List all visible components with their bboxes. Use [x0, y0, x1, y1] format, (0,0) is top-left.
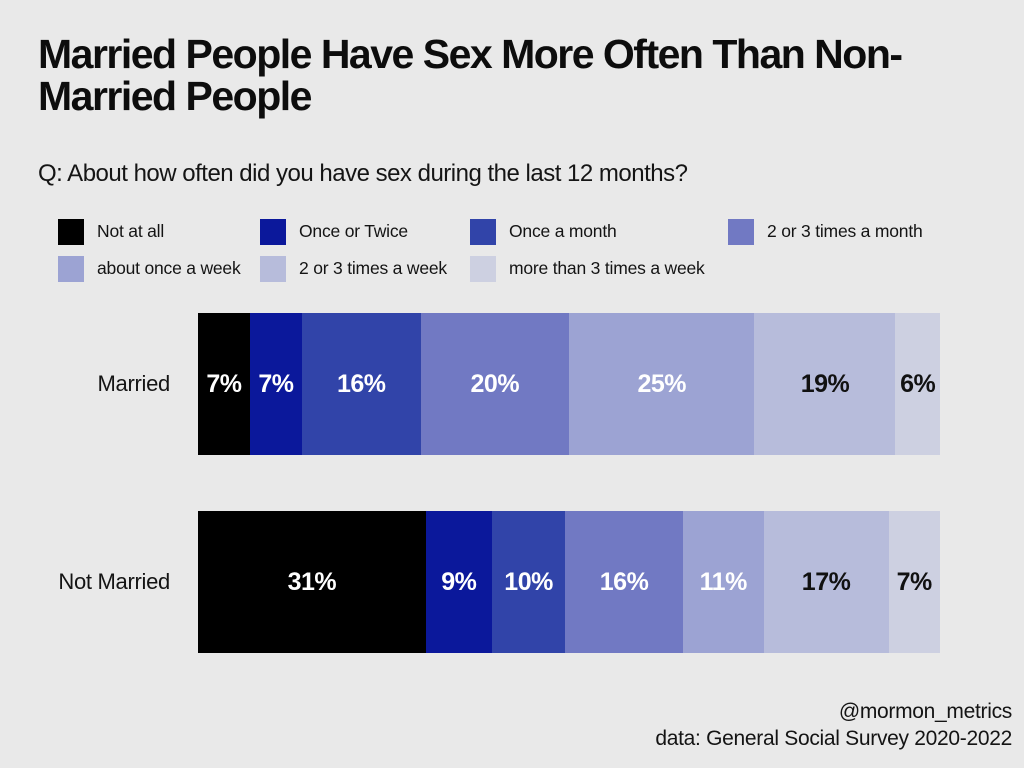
- bar-value-label: 6%: [900, 369, 936, 398]
- bar-value-label: 17%: [801, 567, 851, 596]
- legend-swatch-icon: [470, 255, 496, 282]
- data-source: data: General Social Survey 2020-2022: [655, 727, 1012, 751]
- legend-label: 2 or 3 times a week: [299, 258, 447, 278]
- bar-value-label: 31%: [287, 567, 337, 596]
- bar-track: 7% 7% 16% 20% 25% 19% 6%: [198, 313, 940, 455]
- bar-track: 31% 9% 10% 16% 11% 17% 7%: [198, 511, 940, 653]
- legend-item: Not at all: [58, 218, 260, 245]
- legend-swatch-icon: [260, 255, 286, 282]
- bar-value-label: 19%: [800, 369, 850, 398]
- legend-label: Not at all: [97, 221, 165, 241]
- bar-value-label: 9%: [441, 567, 477, 596]
- bar-segment: 7%: [249, 313, 302, 455]
- bar-value-label: 10%: [504, 567, 553, 596]
- chart-legend: Not at all Once or Twice Once a month 2 or …: [58, 213, 988, 287]
- bar-segment: 9%: [425, 511, 492, 653]
- legend-item: 2 or 3 times a week: [260, 255, 470, 282]
- chart-subtitle: Q: About how often did you have sex duri…: [38, 160, 688, 187]
- bar-segment: 16%: [565, 511, 683, 653]
- category-label: Married: [97, 371, 171, 396]
- bar-segment: 10%: [491, 511, 566, 653]
- bar-value-label: 20%: [470, 369, 520, 398]
- legend-item: more than 3 times a week: [470, 255, 728, 282]
- bar-value-label: 16%: [336, 369, 386, 398]
- bar-segment: 7%: [888, 511, 940, 653]
- legend-swatch-icon: [470, 218, 496, 245]
- legend-swatch-icon: [260, 218, 286, 245]
- bar-value-label: 7%: [258, 369, 294, 398]
- bar-segment: 16%: [301, 313, 421, 455]
- legend-swatch-icon: [58, 255, 84, 282]
- bar-row: Not Married 31% 9% 10% 16% 11% 17% 7%: [0, 511, 1024, 653]
- chart-title: Married People Have Sex More Often Than …: [38, 31, 903, 119]
- bar-value-label: 7%: [206, 369, 242, 398]
- legend-item: Once or Twice: [260, 218, 470, 245]
- bar-row: Married 7% 7% 16% 20% 25% 19% 6%: [0, 313, 1024, 455]
- author-handle: @mormon_metrics: [838, 700, 1012, 723]
- legend-label: about once a week: [97, 258, 241, 278]
- bar-segment: 31%: [198, 511, 426, 653]
- legend-swatch-icon: [58, 218, 84, 245]
- bar-segment: 6%: [895, 313, 940, 455]
- bar-segment: 19%: [754, 313, 896, 455]
- legend-label: Once or Twice: [299, 221, 408, 241]
- bar-segment: 17%: [763, 511, 889, 653]
- bar-segment: 7%: [198, 313, 250, 455]
- legend-label: 2 or 3 times a month: [767, 221, 923, 241]
- bar-value-label: 25%: [637, 369, 686, 398]
- legend-label: Once a month: [509, 221, 617, 241]
- legend-swatch-icon: [728, 218, 754, 245]
- bar-value-label: 7%: [896, 567, 933, 596]
- bar-value-label: 16%: [599, 567, 649, 596]
- category-label: Not Married: [58, 569, 170, 594]
- bar-segment: 11%: [682, 511, 764, 653]
- legend-item: about once a week: [58, 255, 260, 282]
- bar-segment: 20%: [420, 313, 569, 455]
- bar-value-label: 11%: [699, 567, 748, 596]
- legend-item: 2 or 3 times a month: [728, 218, 988, 245]
- bar-segment: 25%: [568, 313, 755, 455]
- legend-label: more than 3 times a week: [509, 258, 705, 278]
- chart-footer: @mormon_metrics data: General Social Sur…: [32, 698, 1012, 753]
- legend-item: Once a month: [470, 218, 728, 245]
